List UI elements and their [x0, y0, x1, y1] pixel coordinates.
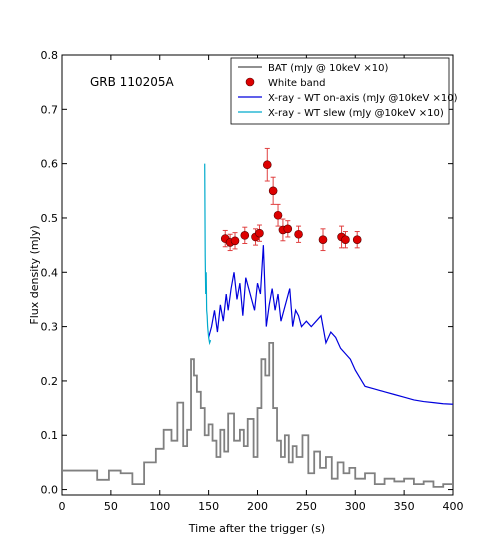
legend: BAT (mJy @ 10keV ×10) White band X-ray -… — [230, 57, 458, 125]
white-band-point — [273, 210, 283, 220]
white-band-point — [352, 235, 362, 244]
legend-label-white-band: White band — [268, 78, 325, 89]
legend-swatch-white-band — [245, 77, 255, 87]
x-tick-label: 300 — [345, 500, 366, 513]
chart-annotation: GRB 110205A — [90, 75, 174, 89]
white-band-point — [294, 229, 303, 239]
x-tick-label: 200 — [247, 500, 268, 513]
legend-label-xray-onaxis: X-ray - WT on-axis (mJy @10keV ×10) — [268, 93, 458, 104]
series-3-line — [204, 163, 212, 346]
legend-box — [230, 57, 450, 125]
y-tick-label: 0.6 — [41, 158, 59, 171]
y-tick-label: 0.1 — [41, 429, 59, 442]
white-band-point — [268, 186, 278, 196]
white-band-point — [318, 235, 328, 244]
white-band-point — [240, 231, 250, 240]
x-tick-label: 0 — [59, 500, 66, 513]
y-tick-label: 0.8 — [41, 49, 59, 62]
white-band-point — [341, 235, 350, 244]
y-tick-label: 0.3 — [41, 321, 59, 334]
y-axis-label: Flux density (mJy) — [28, 225, 41, 324]
x-tick-label: 50 — [104, 500, 118, 513]
y-tick-label: 0.4 — [41, 266, 59, 279]
legend-label-bat: BAT (mJy @ 10keV ×10) — [268, 63, 389, 74]
legend-label-xray-slew: X-ray - WT slew (mJy @10keV ×10) — [268, 108, 444, 119]
white-band-point — [230, 236, 240, 246]
x-tick-label: 150 — [198, 500, 219, 513]
x-axis-label: Time after the trigger (s) — [188, 522, 325, 535]
series-layer — [62, 147, 454, 488]
white-band-point — [283, 224, 293, 234]
series-2-line — [208, 245, 454, 405]
y-tick-label: 0.2 — [41, 375, 59, 388]
white-band-point — [262, 160, 272, 170]
y-tick-label: 0.7 — [41, 103, 59, 116]
y-tick-label: 0.5 — [41, 212, 59, 225]
x-tick-label: 350 — [394, 500, 415, 513]
x-tick-label: 100 — [149, 500, 170, 513]
series-0-bat-step-line — [62, 342, 453, 488]
x-tick-label: 400 — [443, 500, 464, 513]
ticks-layer: 0 50 100 150 200 250 300 350 400 0.0 0.1 0.2 0.3 0.4 0… — [41, 49, 464, 513]
y-tick-label: 0.0 — [41, 484, 59, 497]
x-tick-label: 250 — [296, 500, 317, 513]
white-band-point — [255, 228, 264, 238]
